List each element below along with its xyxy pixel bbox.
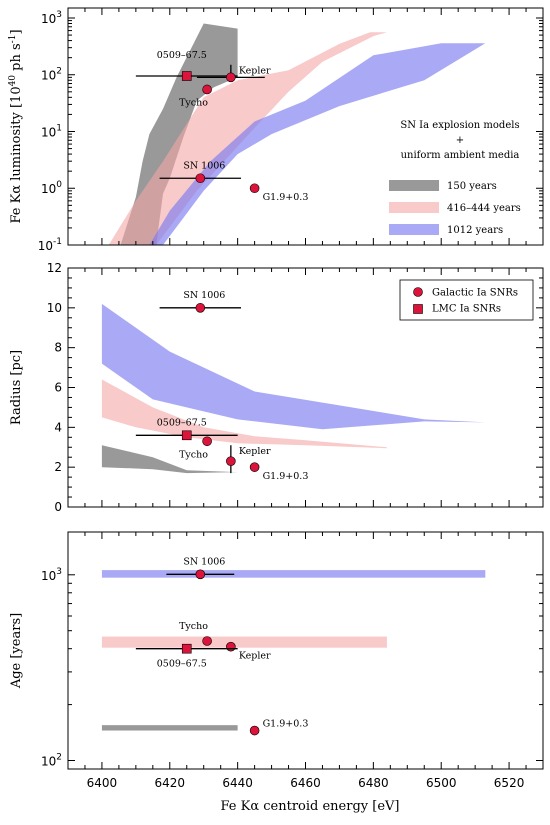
- point-label-tycho: Tycho: [179, 621, 208, 632]
- y-tick-label: 10: [47, 301, 62, 315]
- y-tick-label: 103: [41, 567, 62, 583]
- point-g1-9-0-3: [249, 725, 260, 736]
- legend-title: uniform ambient media: [401, 150, 520, 161]
- y-axis-label: Radius [pc]: [9, 350, 24, 425]
- point-tycho: [202, 436, 212, 447]
- y-axis-label: Fe Kα luminosity [1040 ph s-1]: [8, 29, 24, 223]
- band-416-444-years: [101, 636, 387, 648]
- plot-area-middle: [101, 303, 486, 474]
- point-label-tycho: Tycho: [179, 449, 208, 460]
- y-tick-label: 10-1: [38, 237, 62, 253]
- band-416-444-years: [108, 32, 387, 245]
- axes-frame: [67, 531, 544, 770]
- point-label-g1-9-0-3: G1.9+0.3: [263, 719, 309, 730]
- band-1012-years: [149, 43, 486, 245]
- point-kepler: [226, 456, 236, 466]
- y-tick-label: 0: [54, 500, 62, 514]
- panel-bottom: 6400 6420 6440 6460 6480 6500 6520 102 103 Age [y…: [9, 531, 544, 790]
- point-kepler: [226, 641, 236, 652]
- band-150-years: [101, 445, 238, 474]
- x-axis-label: Fe Kα centroid energy [eV]: [221, 799, 400, 814]
- point-label-tycho: Tycho: [179, 97, 208, 108]
- y-tick-label: 101: [41, 123, 62, 139]
- point-sn-1006: [195, 173, 206, 184]
- point-label-0509-67-5: 0509–67.5: [157, 50, 207, 61]
- point-label-kepler: Kepler: [239, 65, 271, 76]
- point-0509-67-5: [181, 430, 192, 441]
- point-sn-1006: [195, 303, 206, 313]
- legend-title: SN Ia explosion models: [400, 120, 519, 131]
- legend-swatch: [389, 180, 439, 191]
- y-tick-label: 100: [41, 180, 62, 196]
- x-tick-label: 6480: [358, 776, 389, 790]
- panel-top: 10-1 100 101 102 103 Fe Kα luminosity [1040 p…: [8, 7, 544, 253]
- y-tick-label: 102: [41, 753, 62, 769]
- x-tick-label: 6440: [222, 776, 253, 790]
- point-label-sn-1006: SN 1006: [183, 290, 225, 301]
- point-label-g1-9-0-3: G1.9+0.3: [263, 192, 309, 203]
- x-tick-label: 6420: [155, 776, 186, 790]
- x-tick-label: 6500: [426, 776, 457, 790]
- legend-marker-square: [413, 304, 423, 314]
- point-kepler: [226, 72, 236, 83]
- y-tick-label: 102: [41, 67, 62, 83]
- band-1012-years: [101, 570, 486, 578]
- legend-label: LMC Ia SNRs: [432, 304, 501, 315]
- x-tick-label: 6400: [87, 776, 118, 790]
- band-150-years: [101, 725, 238, 731]
- x-tick-label: 6460: [290, 776, 321, 790]
- point-label-0509-67-5: 0509–67.5: [157, 659, 207, 670]
- y-tick-label: 8: [54, 341, 62, 355]
- point-tycho: [202, 636, 212, 646]
- point-label-kepler: Kepler: [239, 651, 271, 662]
- point-label-g1-9-0-3: G1.9+0.3: [263, 471, 309, 482]
- legend-swatch: [389, 224, 439, 235]
- point-g1-9-0-3: [249, 183, 260, 194]
- point-label-sn-1006: SN 1006: [183, 556, 225, 567]
- point-label-sn-1006: SN 1006: [183, 160, 225, 171]
- legend-swatch: [389, 202, 439, 213]
- band-416-444-years: [101, 379, 387, 449]
- point-label-0509-67-5: 0509–67.5: [157, 417, 207, 428]
- legend-label: 150 years: [447, 181, 497, 192]
- panel-middle: 0 2 4 6 8 10 12 Radius [pc] SN 1006 0509–67.5 Tych…: [9, 261, 544, 514]
- plot-area-top: [108, 23, 486, 245]
- point-0509-67-5: [181, 71, 192, 81]
- plot-area-bottom: [101, 570, 486, 731]
- y-tick-label: 12: [47, 261, 62, 275]
- legend-label: Galactic Ia SNRs: [432, 288, 518, 299]
- y-tick-label: 4: [54, 420, 62, 434]
- legend-label: 416–444 years: [447, 203, 521, 214]
- y-tick-label: 6: [54, 381, 62, 395]
- y-tick-label: 2: [54, 460, 62, 474]
- band-1012-years: [101, 303, 486, 430]
- point-g1-9-0-3: [249, 462, 260, 472]
- y-axis-label: Age [years]: [9, 613, 24, 689]
- point-tycho: [202, 84, 212, 95]
- point-label-kepler: Kepler: [239, 446, 271, 457]
- x-tick-label: 6520: [494, 776, 525, 790]
- legend-label: 1012 years: [447, 225, 503, 236]
- point-0509-67-5: [181, 643, 192, 654]
- point-sn-1006: [195, 569, 206, 580]
- legend-title: +: [456, 135, 464, 146]
- y-tick-label: 103: [41, 10, 62, 26]
- legend-marker-circle: [413, 287, 423, 297]
